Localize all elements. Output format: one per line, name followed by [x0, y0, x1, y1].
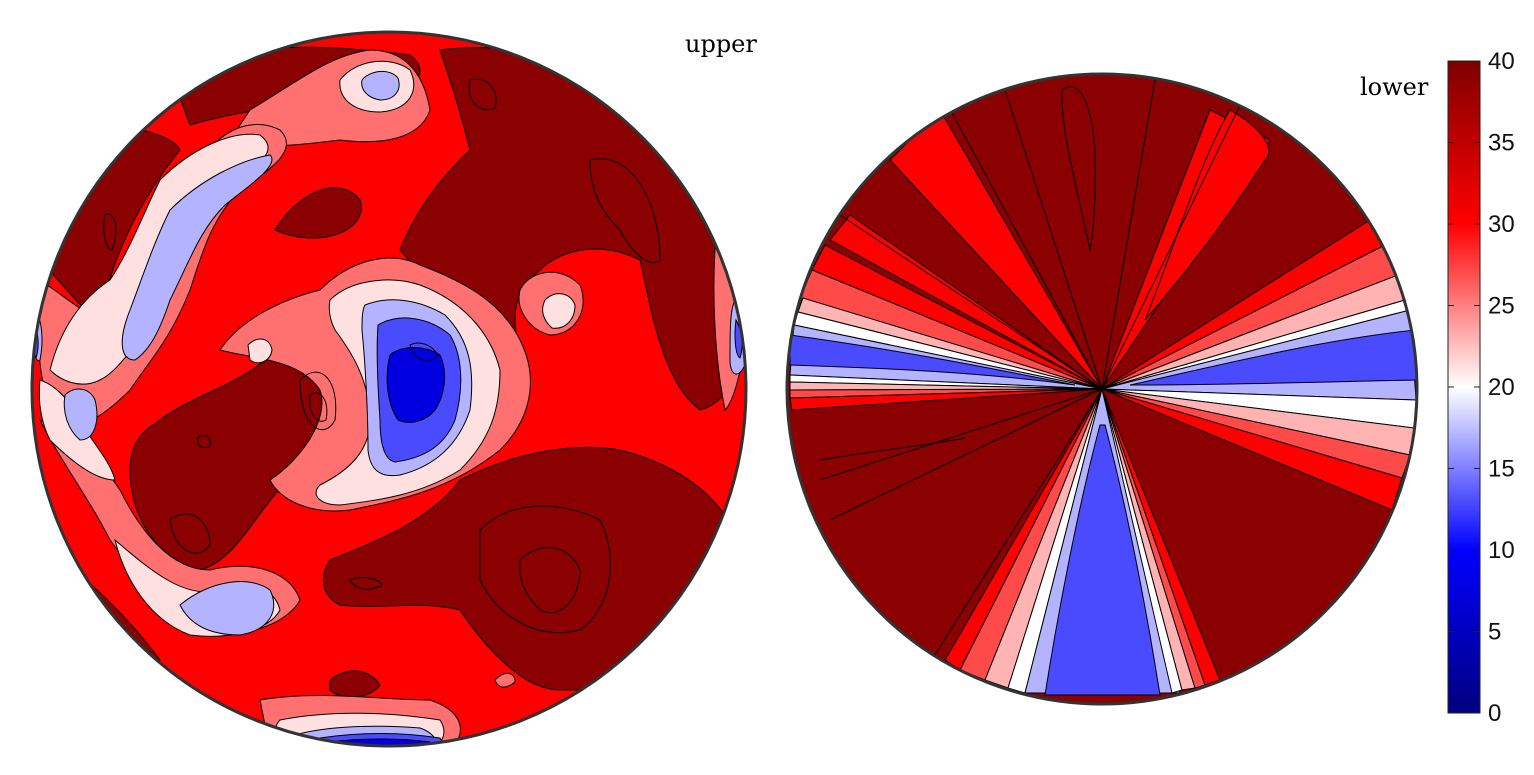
- colorbar-tick-label: 20: [1488, 374, 1515, 401]
- upper-inner-contours: [103, 78, 661, 634]
- colorbar: 0 5 10 15 20 25 30 35 40: [1447, 48, 1515, 727]
- upper-pole-figure: [32, 32, 746, 746]
- lower-label: lower: [1360, 73, 1429, 101]
- colorbar-tick-label: 5: [1488, 619, 1501, 646]
- lower-inner-contours: [819, 79, 1246, 656]
- lower-pole-figure: [787, 74, 1417, 704]
- colorbar-tick-label: 40: [1488, 48, 1515, 75]
- colorbar-tick-label: 15: [1488, 456, 1515, 483]
- colorbar-tick-label: 25: [1488, 293, 1515, 320]
- upper-label: upper: [685, 30, 757, 58]
- colorbar-tick-label: 30: [1488, 211, 1515, 238]
- colorbar-tick-label: 10: [1488, 537, 1515, 564]
- colorbar-tick-label: 35: [1488, 130, 1515, 157]
- lower-sectors: [789, 109, 1417, 696]
- upper-rim: [30, 30, 748, 748]
- colorbar-tick-label: 0: [1488, 700, 1501, 727]
- lower-rim: [785, 72, 1419, 706]
- colorbar-ticks: 0 5 10 15 20 25 30 35 40: [1448, 48, 1515, 727]
